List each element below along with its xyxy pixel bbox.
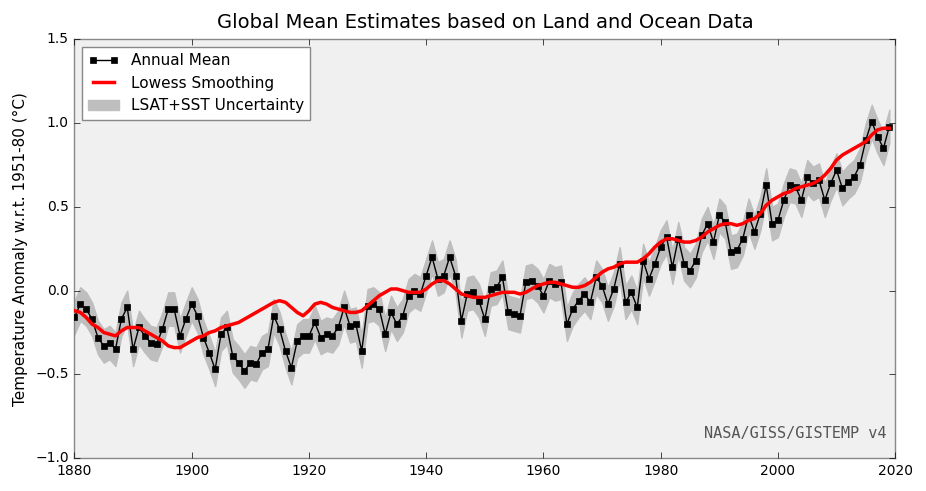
Legend: Annual Mean, Lowess Smoothing, LSAT+SST Uncertainty: Annual Mean, Lowess Smoothing, LSAT+SST … bbox=[82, 47, 310, 120]
Title: Global Mean Estimates based on Land and Ocean Data: Global Mean Estimates based on Land and … bbox=[217, 13, 753, 32]
Text: NASA/GISS/GISTEMP v4: NASA/GISS/GISTEMP v4 bbox=[705, 426, 887, 441]
Y-axis label: Temperature Anomaly w.r.t. 1951-80 (°C): Temperature Anomaly w.r.t. 1951-80 (°C) bbox=[13, 92, 29, 406]
